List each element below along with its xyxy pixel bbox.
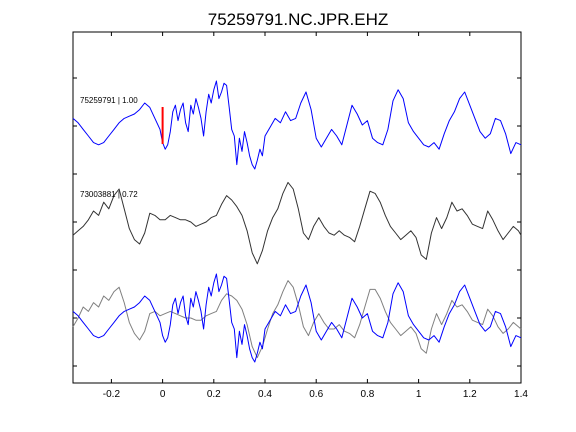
trace-label-1: 73003881 | 0.72	[80, 190, 138, 199]
plot-frame	[72, 31, 522, 384]
trace-line-1	[72, 181, 522, 265]
trace-group	[72, 80, 522, 363]
x-tick-label-0: -0.2	[103, 389, 121, 400]
x-tick-label-1: 0	[160, 389, 166, 400]
x-tick-label-7: 1.2	[463, 389, 477, 400]
chart-title: 75259791.NC.JPR.EHZ	[208, 10, 388, 29]
x-tick-label-8: 1.4	[514, 389, 528, 400]
trace-line-3	[72, 273, 522, 363]
x-tick-label-2: 0.2	[207, 389, 221, 400]
trace-line-2	[72, 280, 522, 359]
trace-label-group: 75259791 | 1.00 73003881 | 0.72	[80, 96, 138, 199]
trace-label-0: 75259791 | 1.00	[80, 96, 138, 105]
trace-line-0	[72, 80, 522, 170]
x-tick-label-6: 1	[416, 389, 422, 400]
x-axis: -0.2 0 0.2 0.4 0.6 0.8 1 1.2 1.4	[103, 32, 528, 400]
x-tick-label-4: 0.6	[309, 389, 323, 400]
x-tick-label-3: 0.4	[258, 389, 272, 400]
x-tick-label-5: 0.8	[360, 389, 374, 400]
y-tick-marks	[73, 77, 521, 367]
